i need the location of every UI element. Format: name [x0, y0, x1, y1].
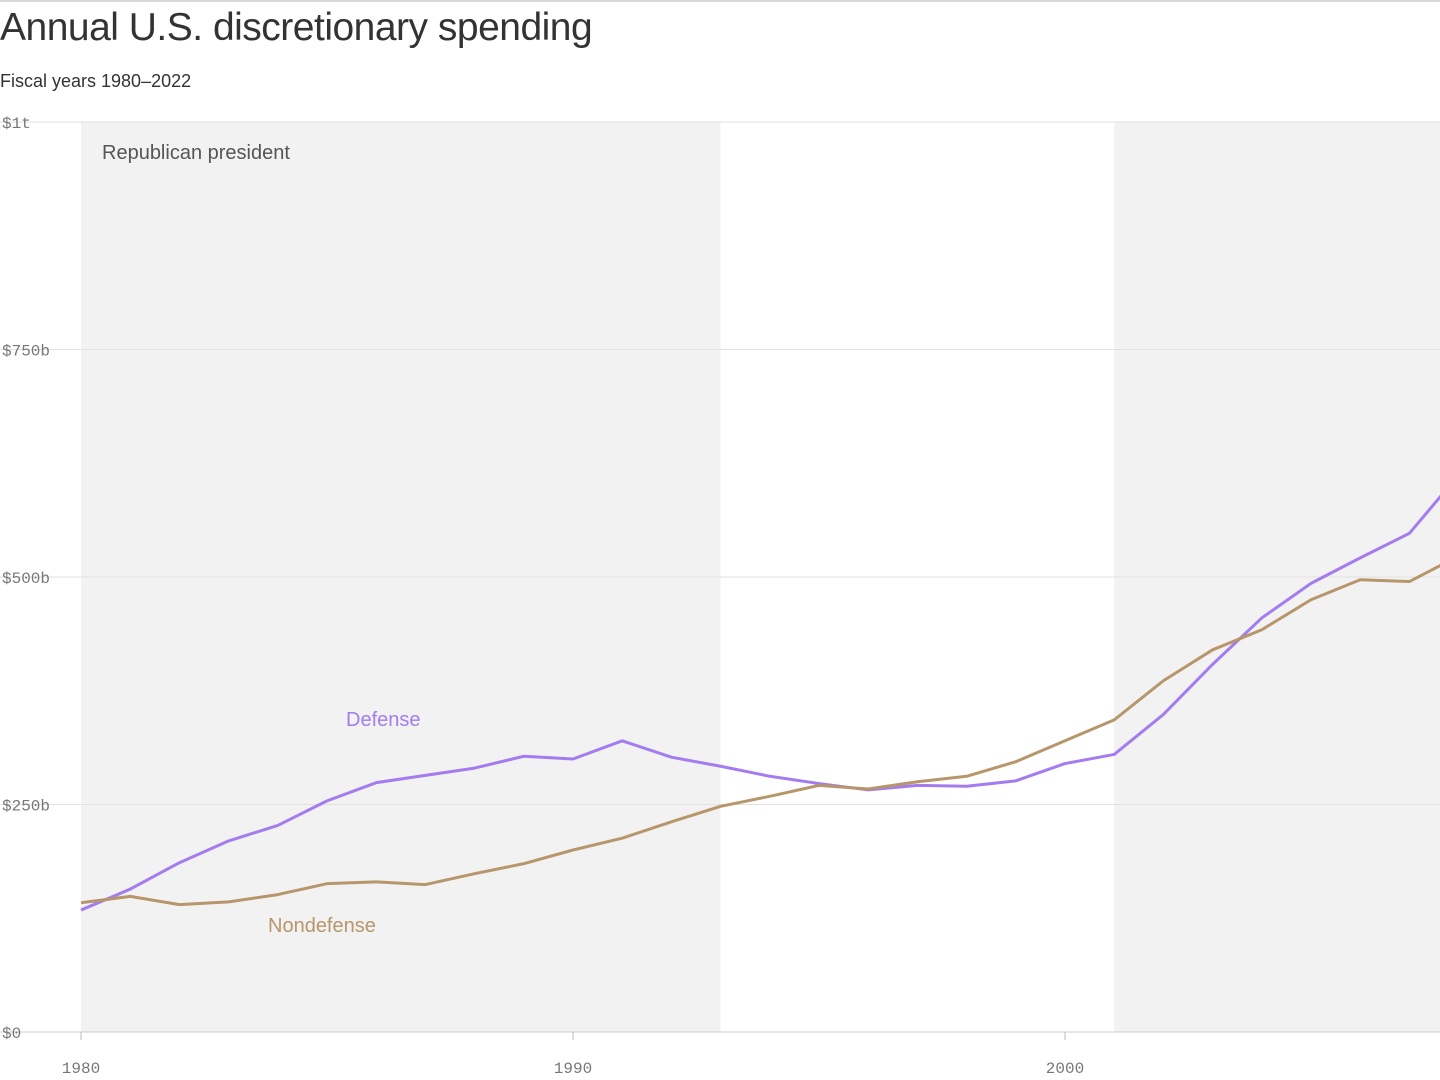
chart-title: Annual U.S. discretionary spending — [0, 6, 593, 49]
y-tick-label: $750b — [2, 343, 50, 361]
chart-subtitle: Fiscal years 1980–2022 — [0, 71, 192, 91]
series-line-defense — [80, 494, 1440, 912]
series-label-defense: Defense — [346, 709, 421, 731]
y-tick-label: $500b — [2, 570, 50, 588]
x-tick-label: 1980 — [62, 1060, 100, 1078]
y-tick-label: $0 — [2, 1025, 21, 1043]
x-tick-label: 1990 — [554, 1060, 592, 1078]
y-tick-label: $250b — [2, 798, 50, 816]
shade-label: Republican president — [102, 142, 290, 164]
series-line-nondefense — [80, 564, 1440, 907]
x-tick-label: 2000 — [1046, 1060, 1084, 1078]
series-label-nondefense: Nondefense — [268, 915, 376, 937]
top-border — [0, 0, 1440, 2]
y-tick-label: $1t — [2, 115, 31, 133]
